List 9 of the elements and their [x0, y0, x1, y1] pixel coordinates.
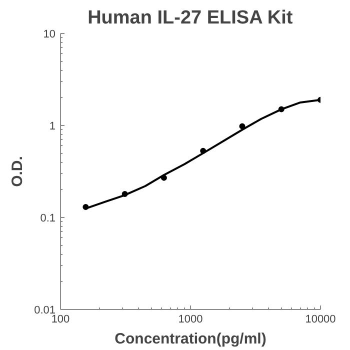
x-axis-title: Concentration(pg/ml) — [114, 330, 266, 348]
x-tick-label: 10000 — [305, 314, 336, 326]
y-tick-label: 10 — [43, 28, 56, 40]
x-tick-label: 1000 — [178, 314, 203, 326]
chart-title: Human IL-27 ELISA Kit — [88, 8, 294, 28]
x-tick-label: 100 — [51, 314, 70, 326]
y-tick-label: 1 — [49, 120, 56, 132]
y-tick-label: 0.1 — [40, 212, 56, 224]
y-axis-title: O.D. — [9, 156, 26, 187]
